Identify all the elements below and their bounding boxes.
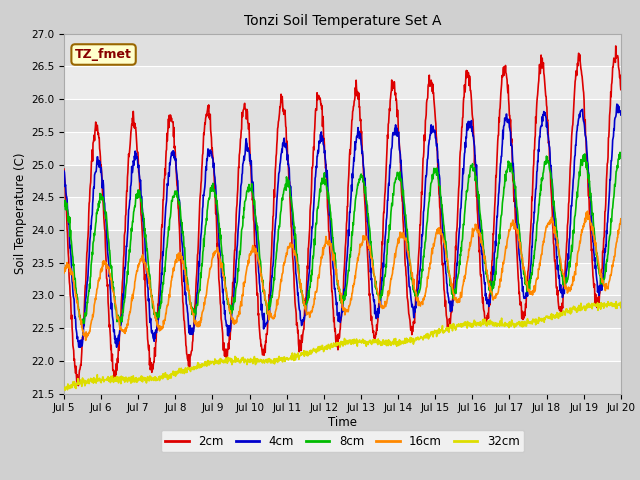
X-axis label: Time: Time bbox=[328, 416, 357, 429]
Bar bbox=[64, 263, 621, 295]
Legend: 2cm, 4cm, 8cm, 16cm, 32cm: 2cm, 4cm, 8cm, 16cm, 32cm bbox=[161, 430, 524, 453]
Text: TZ_fmet: TZ_fmet bbox=[75, 48, 132, 61]
Y-axis label: Soil Temperature (C): Soil Temperature (C) bbox=[14, 153, 27, 275]
Bar bbox=[64, 295, 621, 328]
Bar bbox=[64, 99, 621, 132]
Title: Tonzi Soil Temperature Set A: Tonzi Soil Temperature Set A bbox=[244, 14, 441, 28]
Bar bbox=[64, 132, 621, 165]
Bar bbox=[64, 34, 621, 66]
Bar bbox=[64, 66, 621, 99]
Bar bbox=[64, 165, 621, 197]
Bar bbox=[64, 197, 621, 230]
Bar bbox=[64, 230, 621, 263]
Bar bbox=[64, 361, 621, 394]
Bar bbox=[64, 328, 621, 361]
